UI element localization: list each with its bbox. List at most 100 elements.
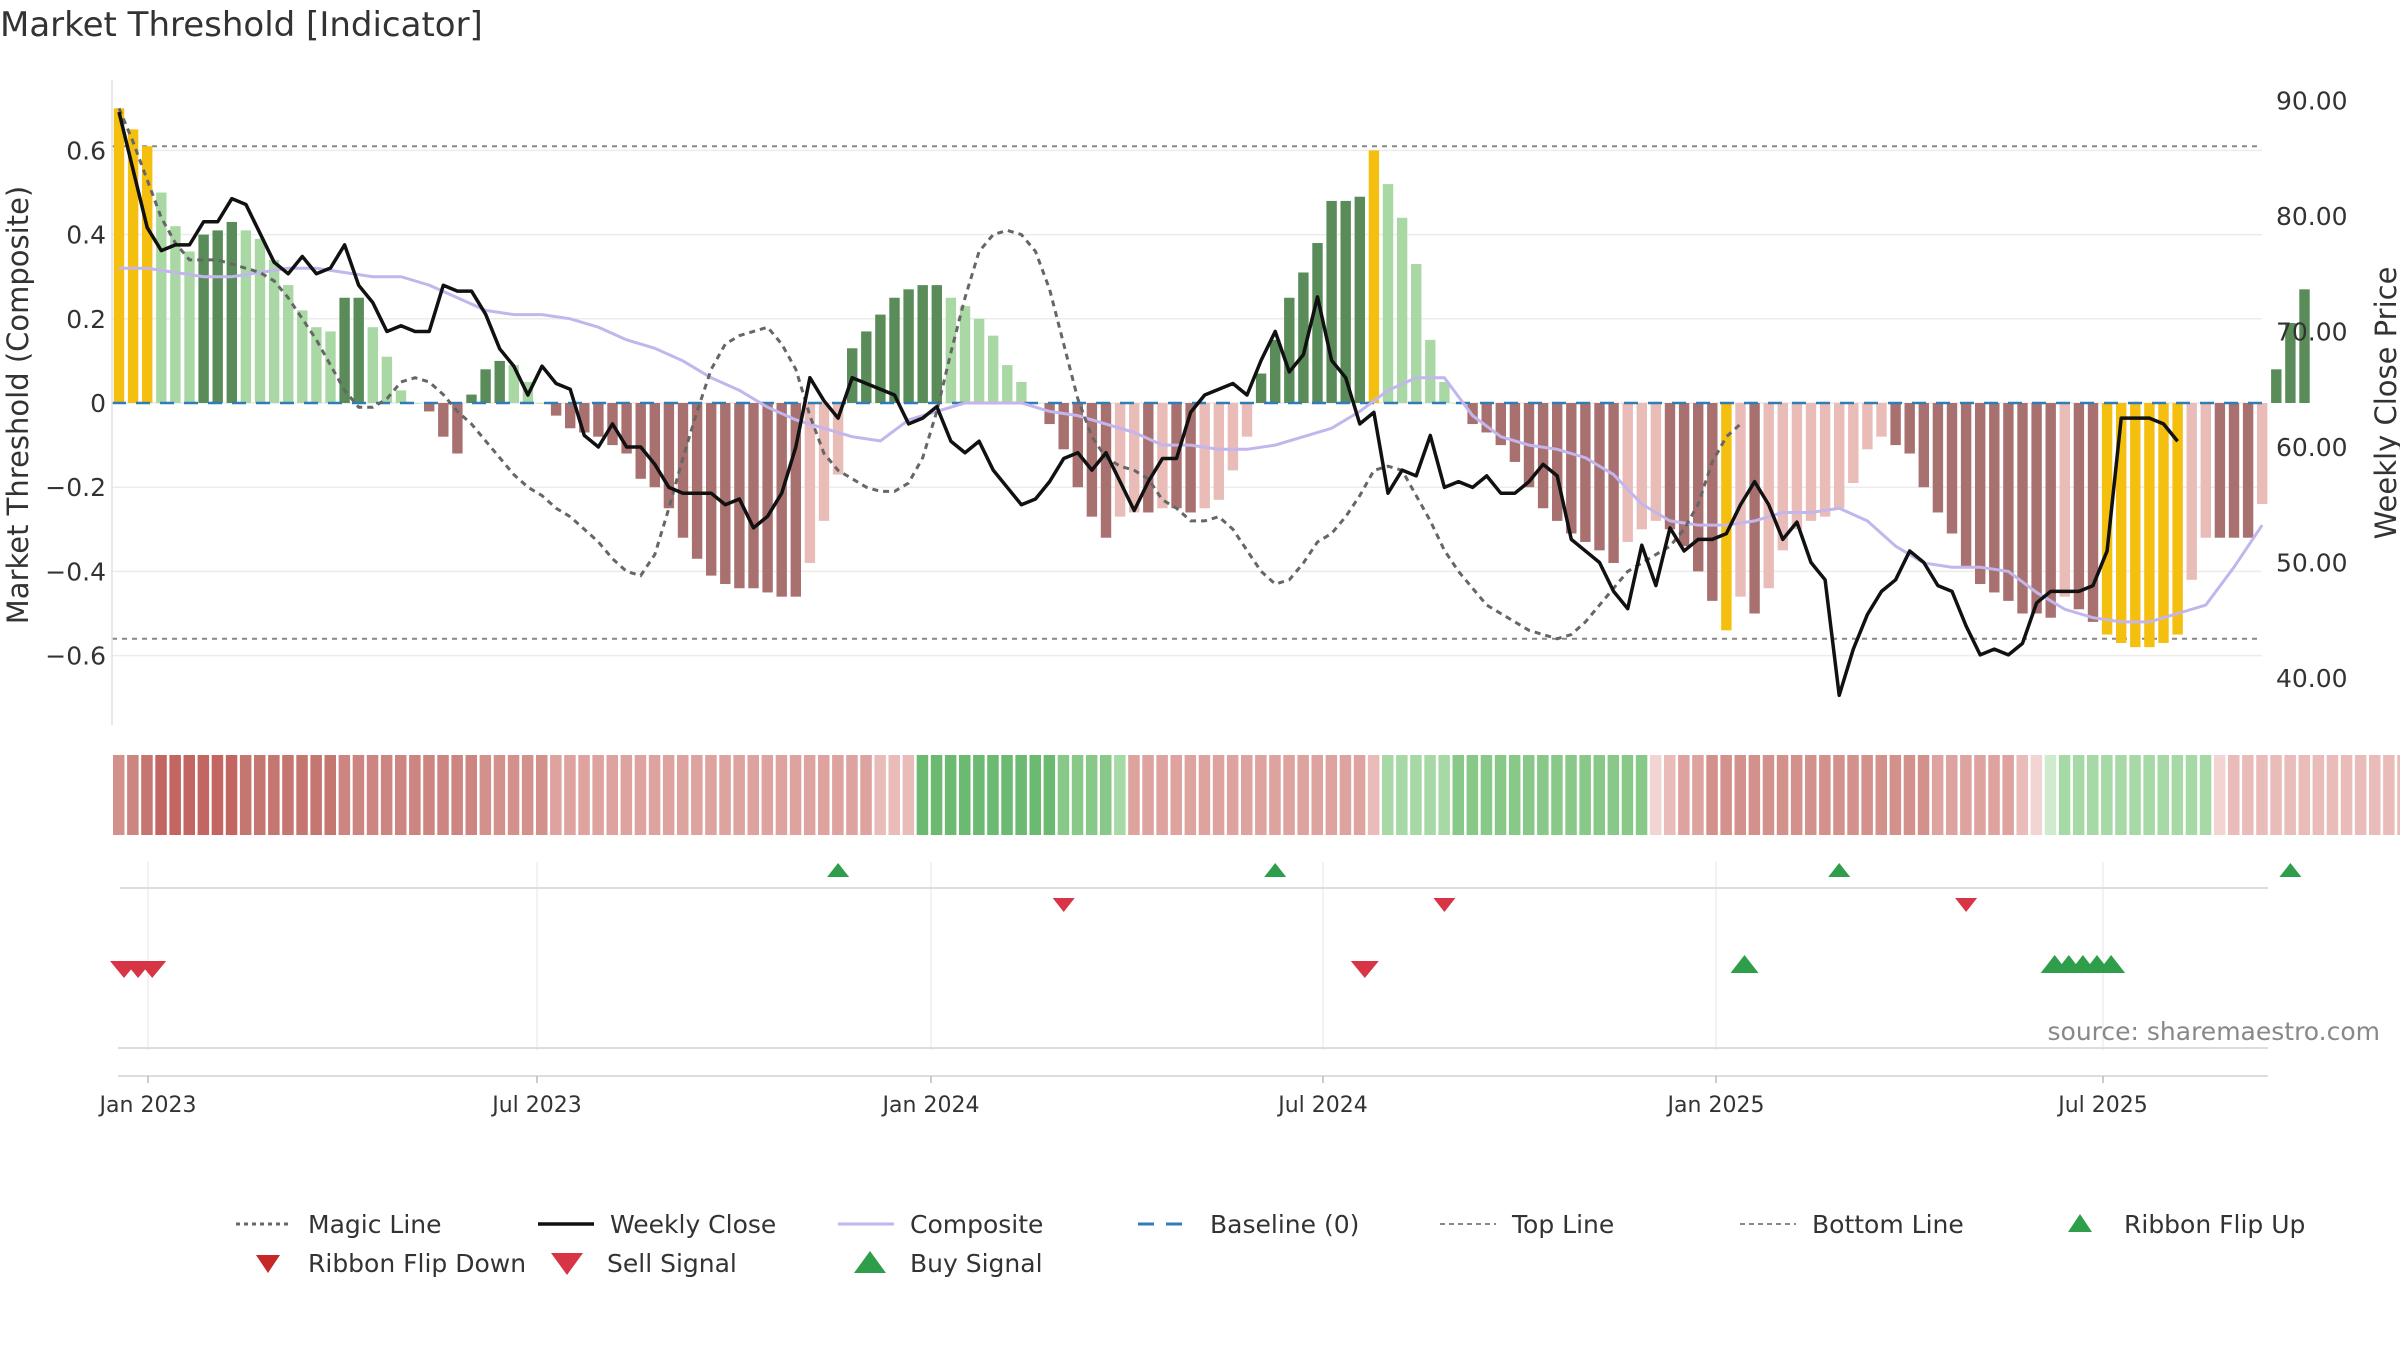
- ribbon-cell: [1283, 755, 1295, 835]
- composite-bar: [1904, 403, 1915, 454]
- composite-bar: [2031, 403, 2042, 614]
- composite-bar: [198, 234, 209, 403]
- composite-bar: [2158, 403, 2169, 643]
- ribbon-cell: [2002, 755, 2014, 835]
- composite-bar: [1580, 403, 1591, 542]
- y-right-tick: 60.00: [2276, 433, 2348, 462]
- ribbon-cell: [973, 755, 985, 835]
- ribbon-cell: [1537, 755, 1549, 835]
- ribbon-cell: [169, 755, 181, 835]
- ribbon-cell: [705, 755, 717, 835]
- composite-bar: [2017, 403, 2028, 614]
- composite-bar: [2003, 403, 2014, 601]
- ribbon-cell: [338, 755, 351, 835]
- ribbon-cell: [888, 755, 900, 835]
- composite-bar: [1622, 403, 1633, 542]
- ribbon-cell: [606, 755, 618, 835]
- source-note: source: sharemaestro.com: [2048, 1017, 2381, 1046]
- ribbon-cell: [423, 755, 435, 835]
- ribbon-cell: [183, 755, 195, 835]
- ribbon-cell: [1706, 755, 1718, 835]
- composite-bar: [1396, 217, 1408, 403]
- ribbon-cell: [1889, 755, 1902, 835]
- ribbon-cell: [366, 755, 379, 835]
- ribbon-cell: [987, 755, 999, 835]
- ribbon-cell: [874, 755, 886, 835]
- ribbon-cell: [1931, 755, 1944, 835]
- composite-bar: [1439, 381, 1450, 403]
- ribbon-cell: [803, 755, 816, 835]
- composite-bar: [2271, 369, 2282, 403]
- legend-label: Ribbon Flip Up: [2124, 1210, 2305, 1239]
- ribbon-cell: [1015, 755, 1027, 835]
- composite-bar: [1537, 403, 1549, 509]
- composite-bar: [2214, 403, 2226, 538]
- legend-label: Composite: [910, 1210, 1043, 1239]
- ribbon-cell: [1085, 755, 1098, 835]
- composite-bar: [508, 365, 519, 403]
- ribbon-cell: [2284, 755, 2296, 835]
- composite-bar: [1918, 403, 1929, 488]
- ribbon-cell: [592, 755, 604, 835]
- ribbon-cell: [409, 755, 421, 835]
- ribbon-cell: [1664, 755, 1676, 835]
- ribbon-cell: [1649, 755, 1662, 835]
- composite-bar: [494, 360, 505, 403]
- composite-bar: [2285, 323, 2296, 403]
- ribbon-cell: [578, 755, 590, 835]
- composite-bar: [254, 238, 266, 403]
- ribbon-cell: [2228, 755, 2240, 835]
- composite-bar: [1284, 297, 1295, 403]
- ribbon-cell: [1508, 755, 1521, 835]
- ribbon-cell: [1184, 755, 1197, 835]
- ribbon-cell: [2129, 755, 2141, 835]
- composite-bar: [311, 327, 322, 403]
- composite-bar: [565, 403, 576, 429]
- composite-bar: [452, 403, 463, 454]
- ribbon-cell: [1198, 755, 1211, 835]
- ribbon-cell: [1156, 755, 1168, 835]
- legend-label: Ribbon Flip Down: [308, 1249, 526, 1278]
- y-right-axis-label: Weekly Close Price: [2369, 267, 2400, 540]
- composite-bar: [2116, 403, 2127, 643]
- ribbon-cell: [1466, 755, 1479, 835]
- composite-bar: [550, 403, 562, 416]
- composite-bar: [1114, 403, 1126, 517]
- y-right-tick: 50.00: [2276, 549, 2348, 578]
- ribbon-cell: [1128, 755, 1140, 835]
- ribbon-cell: [1114, 755, 1126, 835]
- composite-bar: [268, 259, 280, 403]
- composite-bar: [1340, 200, 1351, 403]
- ribbon-cell: [1057, 755, 1070, 835]
- composite-bar: [748, 403, 759, 589]
- composite-bars: [112, 108, 2310, 648]
- composite-bar: [1241, 403, 1253, 437]
- composite-bar: [1975, 403, 1986, 585]
- ribbon-cell: [1748, 755, 1761, 835]
- ribbon-cell: [380, 755, 393, 835]
- ribbon-cell: [1353, 755, 1366, 835]
- y-right-tick: 40.00: [2276, 664, 2348, 693]
- composite-bar: [438, 403, 449, 437]
- ribbon-cell: [1424, 755, 1436, 835]
- ribbon-cell: [930, 755, 943, 835]
- ribbon-cell: [916, 755, 929, 835]
- composite-bar: [395, 390, 407, 403]
- composite-bar: [973, 318, 985, 403]
- legend-label: Buy Signal: [910, 1249, 1043, 1278]
- composite-bar: [959, 306, 971, 403]
- ribbon-cell: [775, 755, 788, 835]
- composite-bar: [762, 403, 773, 593]
- legend-item-sell: Sell Signal: [551, 1249, 737, 1278]
- ribbon-cell: [2213, 755, 2226, 835]
- ribbon-cell: [1100, 755, 1112, 835]
- ribbon-cell: [1494, 755, 1507, 835]
- ribbon-cell: [620, 755, 633, 835]
- composite-bar: [2228, 403, 2240, 538]
- composite-bar: [1946, 403, 1958, 534]
- ribbon-cell: [1480, 755, 1493, 835]
- composite-bar: [2101, 403, 2113, 635]
- ribbon-cell: [2397, 755, 2400, 835]
- composite-bar: [297, 310, 308, 403]
- composite-bar: [1552, 403, 1563, 521]
